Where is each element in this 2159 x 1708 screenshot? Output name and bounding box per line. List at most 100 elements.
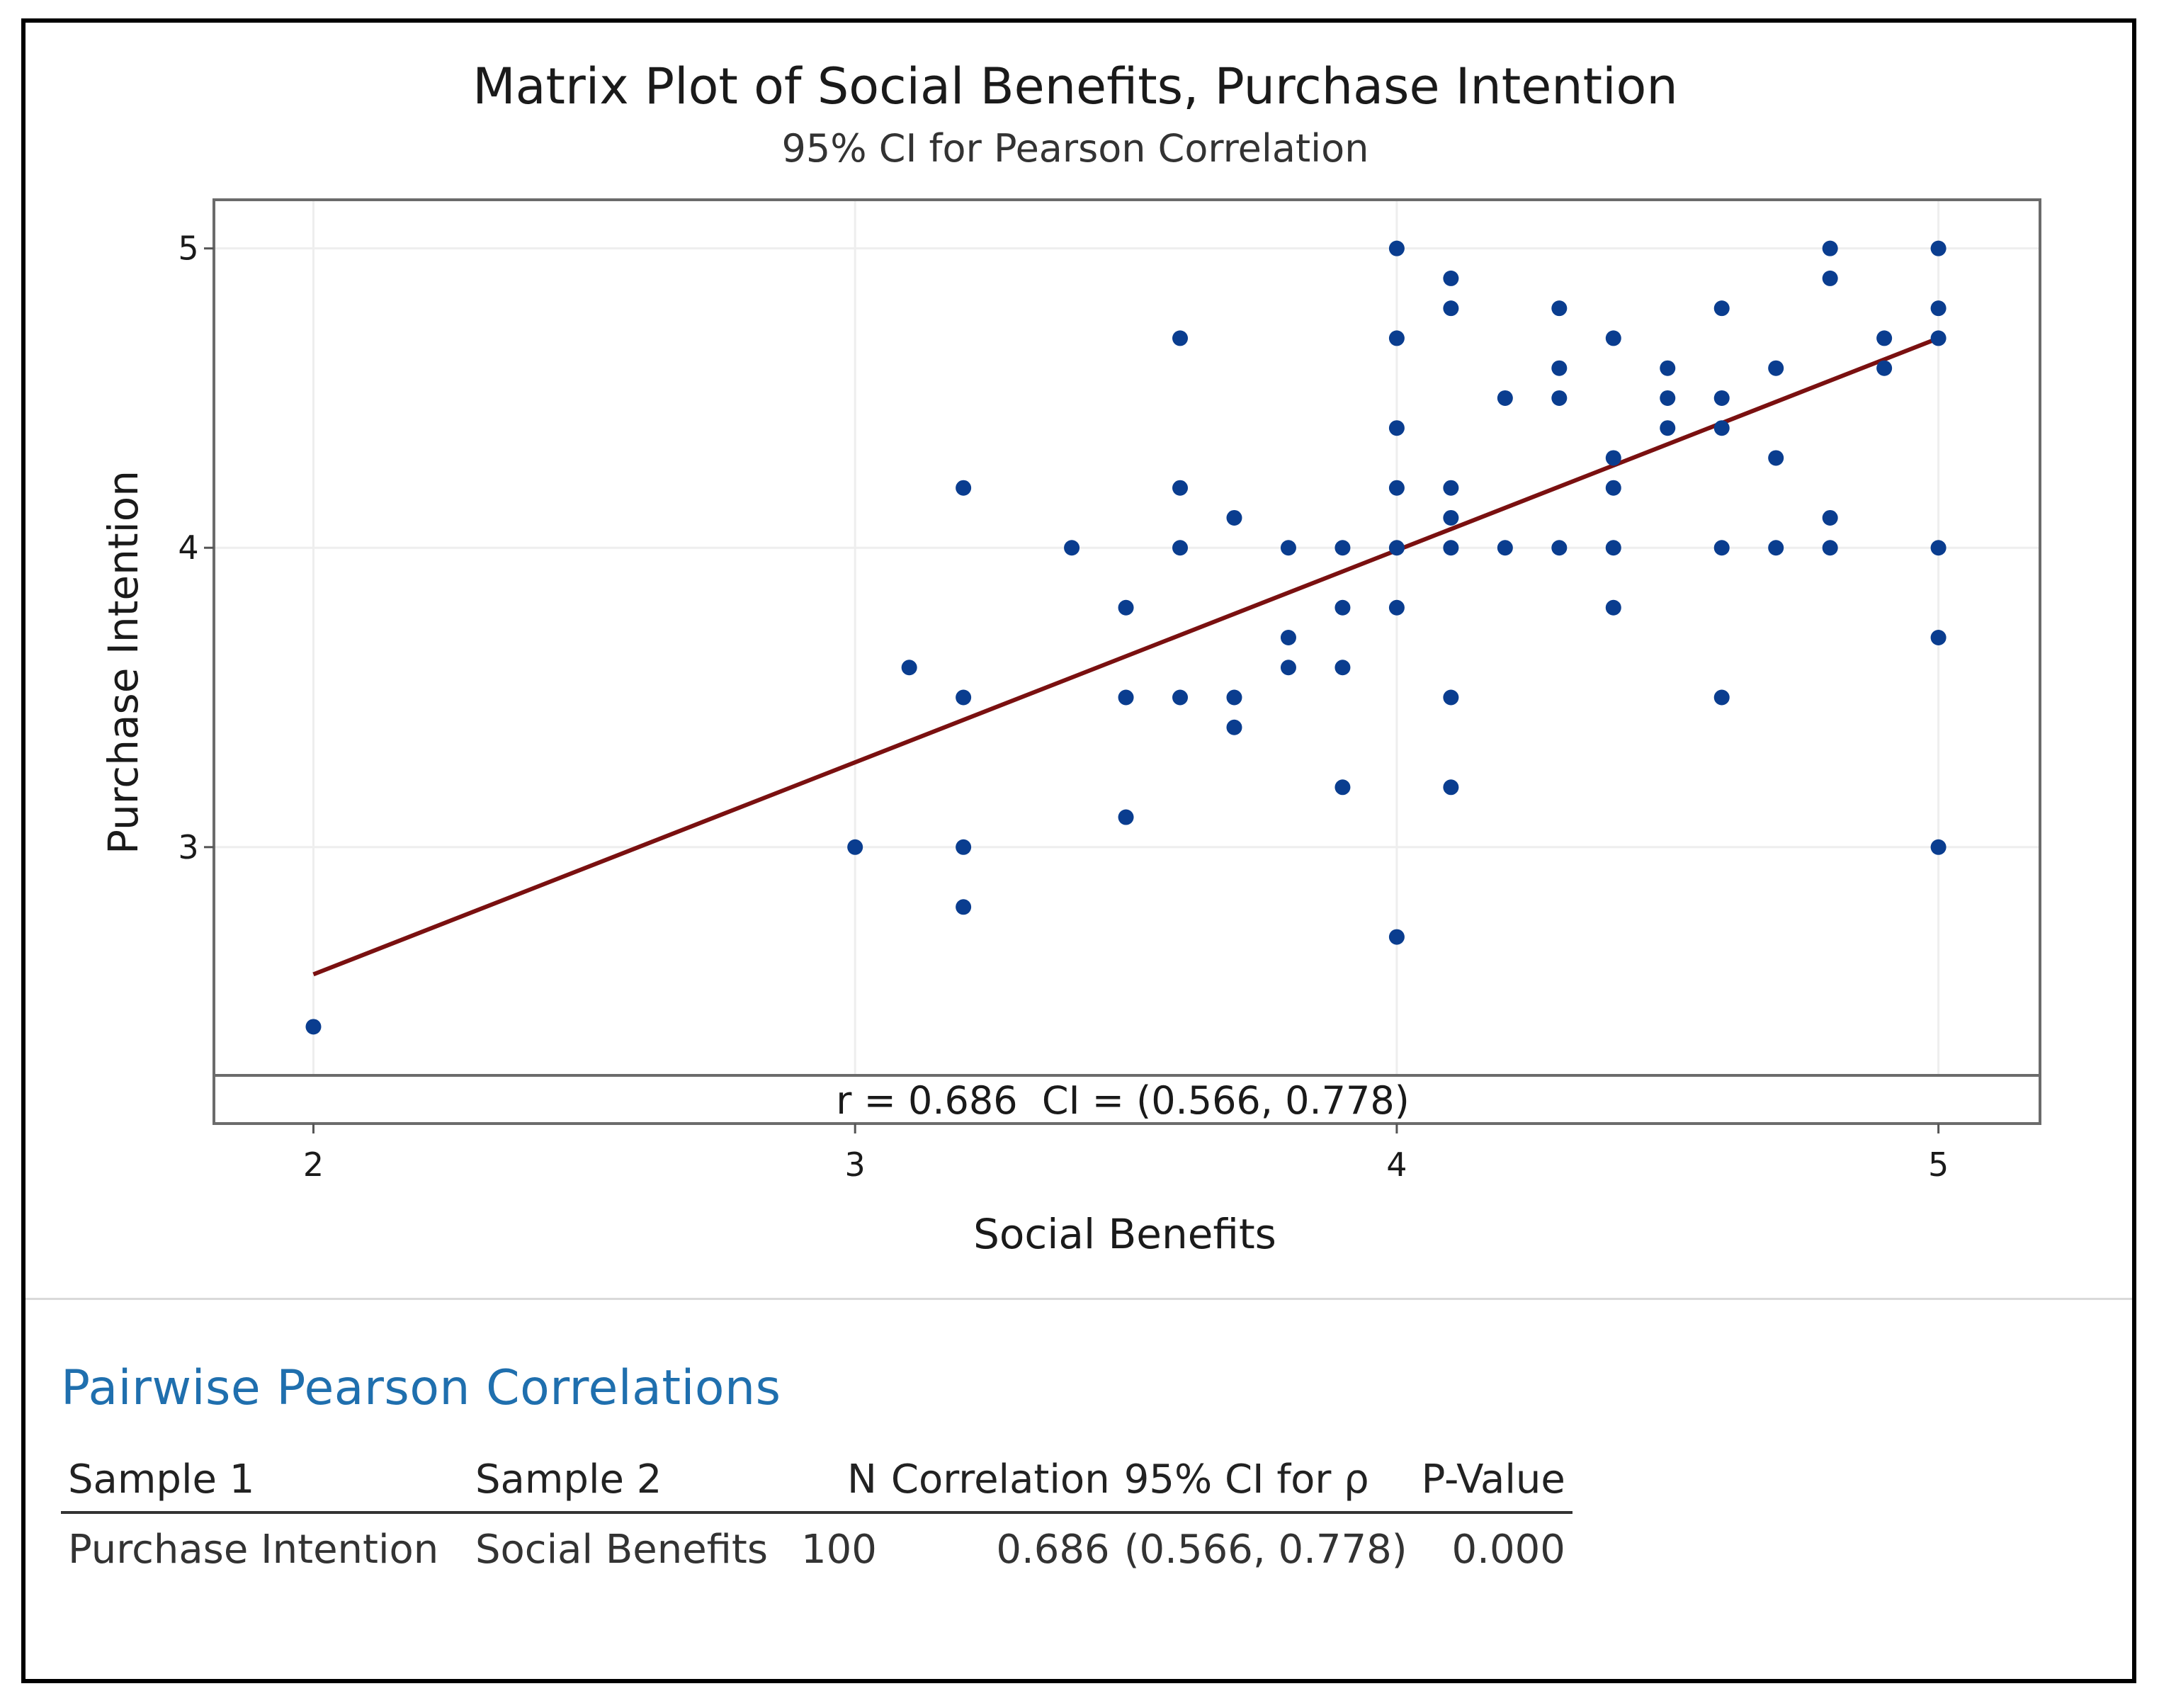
data-point [1551,390,1568,406]
data-point [1822,509,1838,526]
col-p-value: P-Value [1414,1454,1572,1514]
col-n: N [794,1454,884,1514]
section-title: Pairwise Pearson Correlations [61,1360,781,1416]
data-point [1822,270,1838,286]
data-point [1443,300,1459,317]
data-point [1605,599,1621,616]
data-point [1822,240,1838,256]
data-point [1822,540,1838,556]
x-axis-ticks: 2 3 4 5 [303,1124,1949,1184]
data-point [1497,540,1513,556]
data-point [1551,300,1568,317]
data-point [1118,599,1134,616]
matrix-plot: Matrix Plot of Social Benefits, Purchase… [99,57,2041,1258]
data-point [1172,330,1189,346]
cell-n: 100 [801,1527,877,1573]
data-point [1768,360,1784,376]
y-tick-label: 4 [178,528,198,567]
data-point [1280,660,1296,676]
data-point [1605,450,1621,466]
data-point [1388,480,1405,496]
data-point [1388,929,1405,945]
plot-area-border [212,198,2041,1125]
data-point [1280,630,1296,645]
data-point [1713,689,1730,706]
cell-correlation: 0.686 [996,1527,1110,1573]
data-point [1443,480,1459,496]
data-point [1118,689,1134,706]
data-point [1713,540,1730,556]
data-point [1443,779,1459,796]
data-point [1605,540,1621,556]
grid-lines [214,200,2040,1075]
data-point [847,839,863,855]
data-point [956,839,972,855]
data-point [1876,330,1893,346]
data-point [1660,420,1676,436]
col-sample-2: Sample 2 [468,1454,794,1514]
y-tick-label: 3 [178,828,198,866]
output-frame [21,18,2136,1683]
cell-ci: (0.566, 0.778) [1123,1527,1407,1573]
data-point [1605,480,1621,496]
cell-sample-1: Purchase Intention [68,1527,439,1573]
data-point [1226,509,1242,526]
regression-line [312,336,1939,977]
data-point [1660,390,1676,406]
data-point [1172,540,1189,556]
data-point [956,689,972,706]
data-point [956,899,972,915]
table-header-row: Sample 1 Sample 2 N Correlation 95% CI f… [61,1454,1572,1514]
y-tick-label: 5 [178,230,198,268]
data-point [1064,540,1080,556]
chart-subtitle: 95% CI for Pearson Correlation [782,126,1369,171]
data-point [1768,540,1784,556]
data-point [1388,330,1405,346]
data-point [1930,300,1946,317]
data-point [1713,300,1730,317]
x-tick-label: 5 [1928,1146,1949,1184]
y-axis-ticks: 3 4 5 [178,230,214,866]
data-point [1713,390,1730,406]
data-point [1876,360,1893,376]
data-point [1930,839,1946,855]
data-point [1443,540,1459,556]
x-tick-label: 3 [845,1146,866,1184]
data-point [1768,450,1784,466]
correlations-table: Sample 1 Sample 2 N Correlation 95% CI f… [61,1454,1572,1577]
data-point [1497,390,1513,406]
data-point [1551,540,1568,556]
col-correlation: Correlation [883,1454,1117,1514]
chart-title: Matrix Plot of Social Benefits, Purchase… [472,57,1677,115]
correlation-annotation: r = 0.686 CI = (0.566, 0.778) [836,1078,1410,1123]
data-point [1930,540,1946,556]
cell-sample-2: Social Benefits [475,1527,769,1573]
fit-line-layer [312,336,1939,977]
data-point [1551,360,1568,376]
cell-p-value: 0.000 [1451,1527,1565,1573]
data-point [1172,689,1189,706]
section-divider [26,1298,2132,1300]
data-point [1605,330,1621,346]
y-axis-label: Purchase Intention [99,470,147,854]
points-layer [305,240,1946,1035]
data-point [1443,509,1459,526]
data-point [1226,689,1242,706]
data-point [305,1019,322,1035]
data-point [1118,809,1134,825]
data-point [901,660,917,676]
data-point [1334,660,1351,676]
data-point [1334,599,1351,616]
data-point [1443,689,1459,706]
data-point [1334,779,1351,796]
data-point [1334,540,1351,556]
x-tick-label: 2 [303,1146,324,1184]
col-sample-1: Sample 1 [61,1454,468,1514]
x-axis-label: Social Benefits [973,1210,1276,1258]
data-point [1930,630,1946,645]
data-point [1388,540,1405,556]
data-point [1660,360,1676,376]
data-point [1388,240,1405,256]
data-point [1713,420,1730,436]
data-point [1172,480,1189,496]
